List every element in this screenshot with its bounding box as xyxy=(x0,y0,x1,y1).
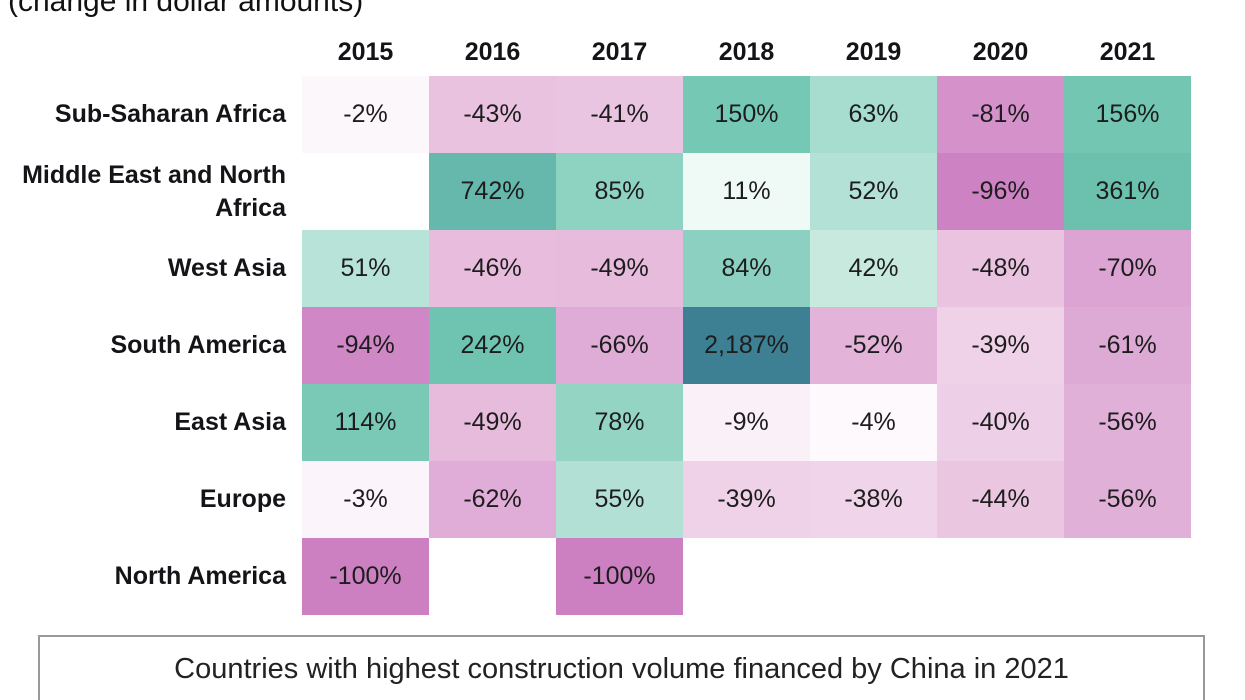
chart-subtitle: (change in dollar amounts) xyxy=(8,0,364,18)
heatmap-cell: -49% xyxy=(556,230,683,307)
heatmap-cell: 63% xyxy=(810,76,937,153)
heatmap-cell: -94% xyxy=(302,307,429,384)
heatmap-cell: 42% xyxy=(810,230,937,307)
year-header: 2015 xyxy=(337,37,394,66)
heatmap-cell: 11% xyxy=(683,153,810,230)
heatmap-cell: -62% xyxy=(429,461,556,538)
heatmap-cell: -70% xyxy=(1064,230,1191,307)
heatmap-cell: -40% xyxy=(937,384,1064,461)
heatmap-cell xyxy=(429,538,556,615)
heatmap-cell: 742% xyxy=(429,153,556,230)
row-label: Europe xyxy=(199,485,286,514)
heatmap-cell: 2,187% xyxy=(683,307,810,384)
heatmap-cell: 85% xyxy=(556,153,683,230)
heatmap-cell: -44% xyxy=(937,461,1064,538)
note-box: Countries with highest construction volu… xyxy=(38,635,1205,700)
heatmap-cell: -48% xyxy=(937,230,1064,307)
heatmap-cell: 52% xyxy=(810,153,937,230)
heatmap-cell: -66% xyxy=(556,307,683,384)
heatmap-cell: -39% xyxy=(937,307,1064,384)
heatmap-cell: 114% xyxy=(302,384,429,461)
heatmap-cell: 150% xyxy=(683,76,810,153)
heatmap-cell: -81% xyxy=(937,76,1064,153)
heatmap-cell: 156% xyxy=(1064,76,1191,153)
row-label: Middle East and North Africa xyxy=(22,161,286,222)
year-header: 2017 xyxy=(591,37,648,66)
row-label: South America xyxy=(110,331,286,360)
heatmap-cell xyxy=(302,153,429,230)
note-line-2: (which includes contracts financed throu… xyxy=(40,696,1203,700)
row-label: Sub-Saharan Africa xyxy=(54,100,286,129)
year-header: 2021 xyxy=(1099,37,1156,66)
heatmap-cell: -2% xyxy=(302,76,429,153)
heatmap-table: 2015 2016 2017 2018 2019 2020 2021 Sub-Saharan … xyxy=(0,28,1191,615)
heatmap-cell xyxy=(937,538,1064,615)
heatmap-cell: -4% xyxy=(810,384,937,461)
heatmap-cell: 84% xyxy=(683,230,810,307)
row-label: North America xyxy=(114,562,286,591)
heatmap-cell: -46% xyxy=(429,230,556,307)
heatmap-cell: -100% xyxy=(302,538,429,615)
heatmap-cell: -96% xyxy=(937,153,1064,230)
year-header: 2019 xyxy=(845,37,902,66)
heatmap-cell: -9% xyxy=(683,384,810,461)
heatmap-cell: -41% xyxy=(556,76,683,153)
heatmap-cell: -49% xyxy=(429,384,556,461)
heatmap-cell xyxy=(810,538,937,615)
heatmap-cell xyxy=(1064,538,1191,615)
year-header: 2018 xyxy=(718,37,775,66)
heatmap-cell xyxy=(683,538,810,615)
heatmap-cell: -56% xyxy=(1064,384,1191,461)
heatmap-cell: -100% xyxy=(556,538,683,615)
heatmap-cell: 242% xyxy=(429,307,556,384)
heatmap-cell: -56% xyxy=(1064,461,1191,538)
heatmap-cell: -38% xyxy=(810,461,937,538)
heatmap-cell: 55% xyxy=(556,461,683,538)
row-label: West Asia xyxy=(167,254,286,283)
heatmap-cell: -3% xyxy=(302,461,429,538)
heatmap-cell: -39% xyxy=(683,461,810,538)
heatmap-cell: 78% xyxy=(556,384,683,461)
year-header: 2020 xyxy=(972,37,1029,66)
heatmap-cell: -43% xyxy=(429,76,556,153)
row-label: East Asia xyxy=(174,408,286,437)
note-line-1: Countries with highest construction volu… xyxy=(174,653,1069,685)
heatmap-cell: -61% xyxy=(1064,307,1191,384)
heatmap-cell: 51% xyxy=(302,230,429,307)
year-header: 2016 xyxy=(464,37,521,66)
heatmap-cell: 361% xyxy=(1064,153,1191,230)
heatmap-cell: -52% xyxy=(810,307,937,384)
corner-spacer xyxy=(0,28,302,76)
